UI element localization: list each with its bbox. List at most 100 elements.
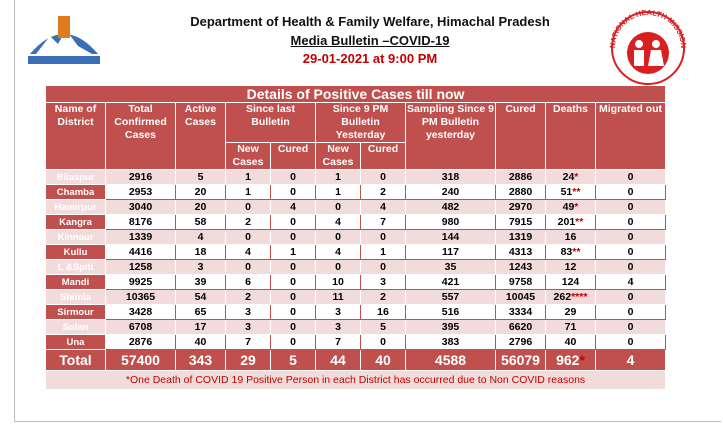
sub-header: New Cases <box>225 142 271 170</box>
cell: 10 <box>315 274 361 290</box>
cell: 5 <box>175 169 226 185</box>
cell: 0 <box>270 319 316 335</box>
total-cell: 962* <box>545 349 596 371</box>
cell: 1339 <box>105 229 176 245</box>
data-row: Kangra 8176 58 2 0 4 7 980 7915 201** 0 <box>45 214 667 230</box>
cell: 9758 <box>495 274 546 290</box>
cell: 3 <box>225 319 271 335</box>
cell: 4313 <box>495 244 546 260</box>
cell: 557 <box>405 289 496 305</box>
column-header: Cured <box>495 102 546 170</box>
cell: 6708 <box>105 319 176 335</box>
cell: 49* <box>545 199 596 215</box>
column-header: Deaths <box>545 102 596 170</box>
column-header: Active Cases <box>175 102 226 170</box>
cell: 10045 <box>495 289 546 305</box>
total-cell: 4588 <box>405 349 496 371</box>
cell: 0 <box>360 259 406 275</box>
cell: 1258 <box>105 259 176 275</box>
cell: 8176 <box>105 214 176 230</box>
cell: 0 <box>594 244 667 260</box>
sub-header: New Cases <box>315 142 361 170</box>
district: Chamba <box>45 184 106 200</box>
cell: 2796 <box>495 334 546 350</box>
cell: 2970 <box>495 199 546 215</box>
cell: 0 <box>594 199 667 215</box>
cell: 1 <box>315 184 361 200</box>
cell: 2876 <box>105 334 176 350</box>
cell: 6 <box>225 274 271 290</box>
data-row: Chamba 2953 20 1 0 1 2 240 2880 51** 0 <box>45 184 667 200</box>
subtitle: Media Bulletin –COVID-19 <box>290 33 450 48</box>
cell: 0 <box>270 289 316 305</box>
cell: 124 <box>545 274 596 290</box>
cell: 7 <box>360 214 406 230</box>
cell: 0 <box>270 334 316 350</box>
total-row: Total 57400 343 29 5 44 40 4588 56079 962* 4 <box>45 349 667 371</box>
cell: 0 <box>270 274 316 290</box>
cell: 0 <box>225 259 271 275</box>
cell: 421 <box>405 274 496 290</box>
cell: 83** <box>545 244 596 260</box>
cell: 20 <box>175 184 226 200</box>
district: Shimla <box>45 289 106 305</box>
cell: 54 <box>175 289 226 305</box>
data-row: Solan 6708 17 3 0 3 5 395 6620 71 0 <box>45 319 667 335</box>
cell: 0 <box>315 259 361 275</box>
data-row: Mandi 9925 39 6 0 10 3 421 9758 124 4 <box>45 274 667 290</box>
cell: 7 <box>225 334 271 350</box>
cell: 0 <box>594 184 667 200</box>
cell: 0 <box>270 214 316 230</box>
table-title: Details of Positive Cases till now <box>44 85 667 103</box>
total-cell: Total <box>45 349 106 371</box>
cell: 0 <box>270 259 316 275</box>
cell: 17 <box>175 319 226 335</box>
cell: 4 <box>360 199 406 215</box>
cell: 117 <box>405 244 496 260</box>
data-row: Shimla 10365 54 2 0 11 2 557 10045 262**** 0 <box>45 289 667 305</box>
cell: 0 <box>360 229 406 245</box>
district: Bilaspur <box>45 169 106 185</box>
cases-table: Details of Positive Cases till now Name o… <box>44 85 667 390</box>
cell: 0 <box>360 334 406 350</box>
cell: 5 <box>360 319 406 335</box>
cell: 16 <box>545 229 596 245</box>
cell: 29 <box>545 304 596 320</box>
cell: 1 <box>225 184 271 200</box>
column-header: Sampling Since 9 PM Bulletin yesterday <box>405 102 496 170</box>
footnote-row: *One Death of COVID 19 Positive Person i… <box>44 370 667 390</box>
data-row: L &Spiti 1258 3 0 0 0 0 35 1243 12 0 <box>45 259 667 275</box>
cell: 0 <box>315 229 361 245</box>
cell: 0 <box>594 304 667 320</box>
cell: 16 <box>360 304 406 320</box>
nhm-logo: NATIONAL HEALTH MISSION <box>608 8 688 85</box>
total-cell: 5 <box>270 349 316 371</box>
district: Kullu <box>45 244 106 260</box>
title: Department of Health & Family Welfare, H… <box>190 14 550 29</box>
cell: 7915 <box>495 214 546 230</box>
cell: 318 <box>405 169 496 185</box>
column-header: Since last Bulletin <box>225 102 316 143</box>
cell: 2 <box>225 214 271 230</box>
cell: 2880 <box>495 184 546 200</box>
cell: 0 <box>225 229 271 245</box>
district: Kinnaur <box>45 229 106 245</box>
cell: 4 <box>270 199 316 215</box>
cell: 10365 <box>105 289 176 305</box>
cell: 0 <box>594 214 667 230</box>
cell: 3 <box>225 304 271 320</box>
total-cell: 343 <box>175 349 226 371</box>
district: Mandi <box>45 274 106 290</box>
cell: 7 <box>315 334 361 350</box>
cell: 12 <box>545 259 596 275</box>
cell: 1243 <box>495 259 546 275</box>
cell: 4 <box>175 229 226 245</box>
cell: 0 <box>594 259 667 275</box>
sub-header: Cured <box>360 142 406 170</box>
cell: 35 <box>405 259 496 275</box>
cell: 1 <box>360 244 406 260</box>
cell: 1 <box>225 169 271 185</box>
cell: 0 <box>594 334 667 350</box>
cell: 201** <box>545 214 596 230</box>
data-row: Hamirpur 3040 20 0 4 0 4 482 2970 49* 0 <box>45 199 667 215</box>
